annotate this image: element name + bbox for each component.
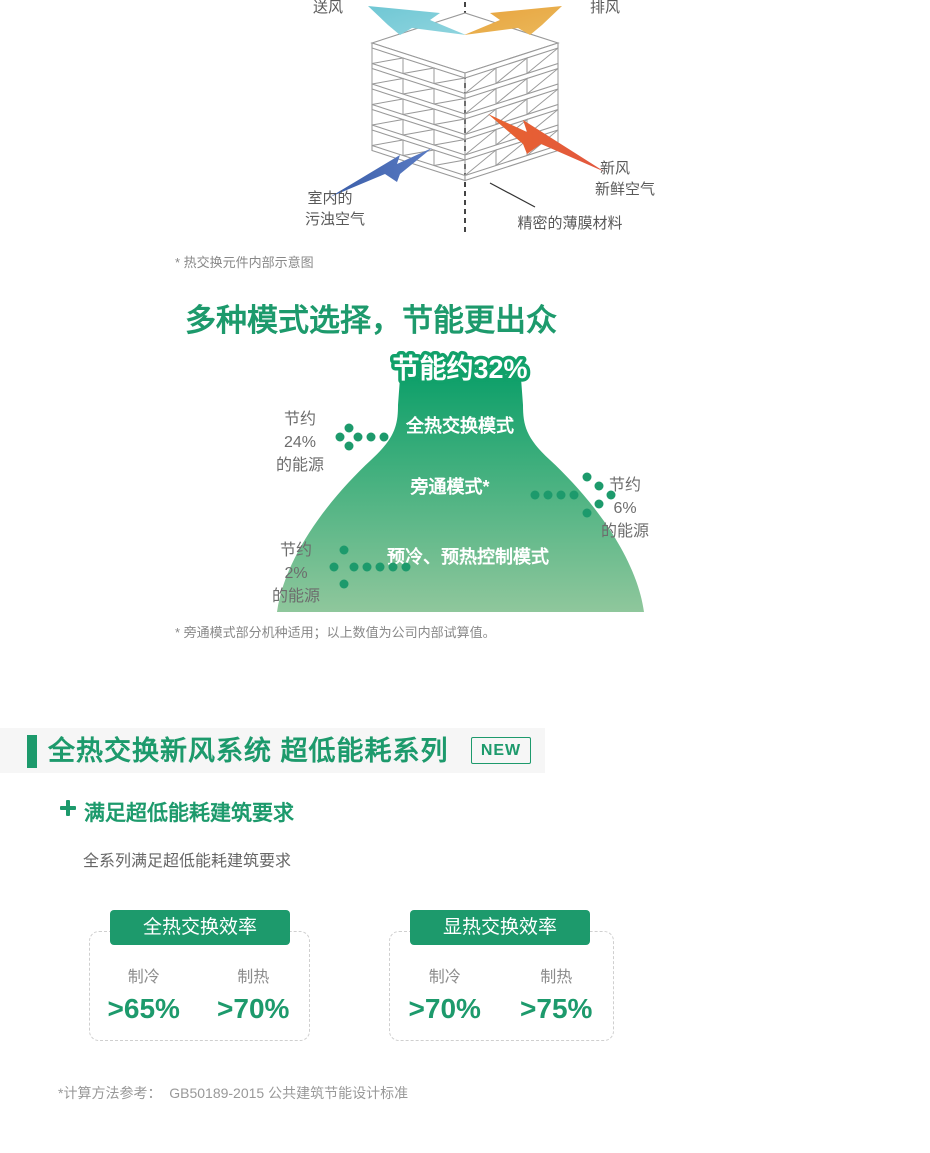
svg-text:全热交换模式: 全热交换模式 xyxy=(405,415,514,436)
svg-text:节约: 节约 xyxy=(609,476,641,494)
svg-text:24%: 24% xyxy=(284,434,316,451)
svg-text:节约: 节约 xyxy=(280,541,312,559)
svg-text:节能约32%: 节能约32% xyxy=(392,353,527,384)
svg-text:旁通模式*: 旁通模式* xyxy=(409,476,489,497)
svg-text:6%: 6% xyxy=(613,500,636,517)
svg-text:的能源: 的能源 xyxy=(272,587,320,605)
svg-text:节约: 节约 xyxy=(284,410,316,428)
svg-text:的能源: 的能源 xyxy=(276,456,324,474)
svg-text:的能源: 的能源 xyxy=(601,522,649,540)
svg-text:2%: 2% xyxy=(284,565,307,582)
svg-text:预冷、预热控制模式: 预冷、预热控制模式 xyxy=(387,546,549,567)
